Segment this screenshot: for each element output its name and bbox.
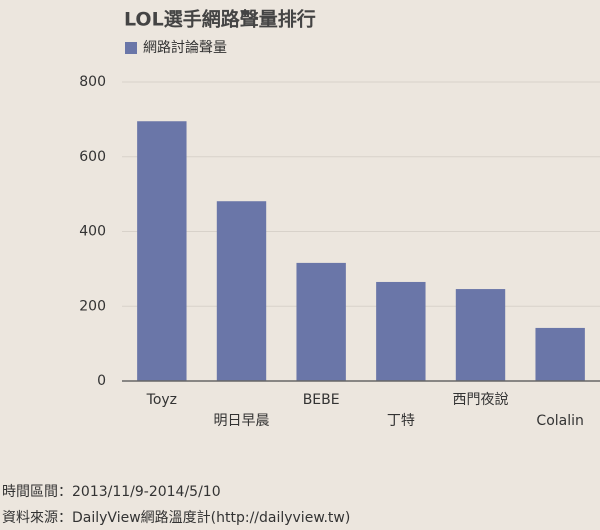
y-tick-label: 0	[97, 373, 106, 389]
y-tick-label: 400	[79, 224, 106, 240]
chart-title: LOL選手網路聲量排行	[124, 8, 316, 31]
bar	[296, 262, 346, 381]
y-tick-label: 600	[79, 149, 106, 165]
x-tick-label: BEBE	[303, 392, 340, 408]
x-tick-label: 明日早晨	[214, 413, 270, 429]
x-tick-label: 丁特	[387, 413, 415, 429]
x-tick-label: Toyz	[146, 392, 177, 408]
y-tick-label: 200	[79, 298, 106, 314]
bar	[137, 121, 187, 382]
bar	[535, 327, 585, 381]
bar	[376, 281, 426, 381]
bar	[216, 201, 267, 381]
legend-label: 網路討論聲量	[143, 39, 227, 56]
bar	[455, 289, 506, 381]
legend-swatch	[125, 42, 137, 54]
period-note: 時間區間：2013/11/9-2014/5/10	[2, 484, 221, 500]
source-note: 資料來源：DailyView網路溫度計(http://dailyview.tw)	[2, 510, 350, 526]
y-tick-label: 800	[79, 74, 106, 90]
x-tick-label: Colalin	[536, 413, 583, 429]
x-tick-label: 西門夜說	[453, 391, 509, 408]
